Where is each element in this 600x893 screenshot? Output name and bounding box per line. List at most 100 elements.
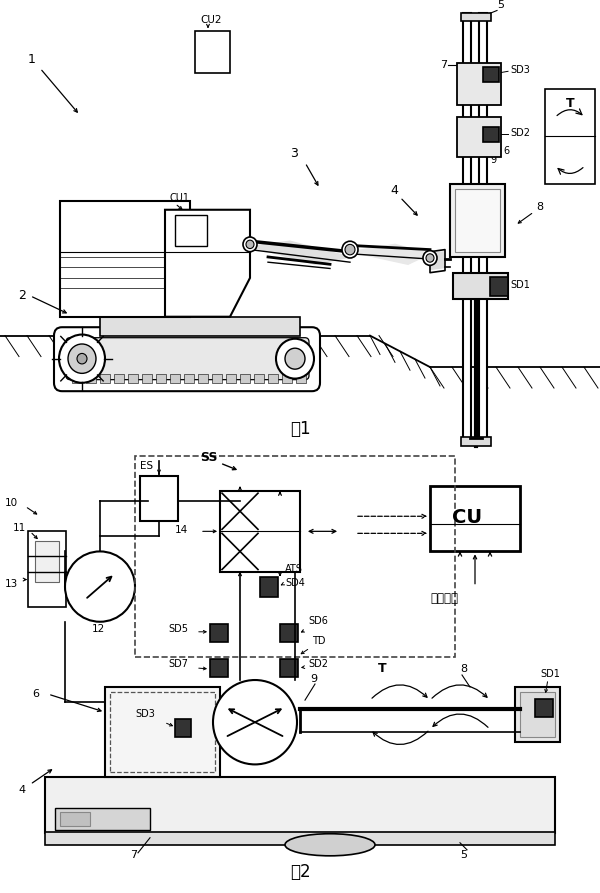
Circle shape (246, 240, 254, 248)
Bar (520, 692, 555, 738)
Bar (430, 486, 520, 552)
Text: 13: 13 (5, 579, 18, 588)
Text: SS: SS (200, 451, 218, 464)
Text: SD2: SD2 (510, 129, 530, 138)
Bar (100, 317, 300, 336)
Text: 3: 3 (290, 147, 298, 161)
Text: 8: 8 (536, 202, 543, 212)
Text: SD1: SD1 (540, 669, 560, 679)
Bar (535, 699, 553, 717)
Text: 12: 12 (92, 624, 105, 634)
Bar (212, 374, 222, 383)
Bar (110, 692, 215, 772)
Bar (195, 31, 230, 73)
Text: 7: 7 (130, 850, 137, 860)
Text: 2: 2 (18, 289, 26, 302)
Text: SD4: SD4 (285, 578, 305, 588)
Bar (545, 89, 595, 184)
Bar (479, 13, 487, 443)
Text: T: T (378, 662, 386, 675)
Text: SD2: SD2 (308, 659, 328, 669)
Text: TD: TD (312, 636, 325, 646)
Text: 图1: 图1 (290, 421, 310, 438)
Text: CU2: CU2 (200, 15, 221, 25)
Polygon shape (350, 245, 430, 264)
Text: 8: 8 (460, 664, 467, 674)
Text: 5: 5 (497, 0, 504, 11)
Circle shape (276, 338, 314, 379)
Circle shape (423, 251, 437, 265)
Bar (45, 778, 555, 832)
Text: SD3: SD3 (135, 709, 155, 719)
Bar (226, 374, 236, 383)
Text: SD5: SD5 (168, 624, 188, 634)
FancyBboxPatch shape (54, 327, 320, 391)
Text: ATS: ATS (285, 563, 303, 573)
Text: 图2: 图2 (290, 863, 310, 880)
Bar (60, 812, 90, 826)
Bar (184, 374, 194, 383)
Bar (455, 188, 500, 252)
Bar (282, 374, 292, 383)
Bar (457, 118, 501, 157)
Bar (28, 531, 66, 606)
Text: 9: 9 (490, 154, 496, 164)
Text: ES: ES (140, 461, 153, 471)
Text: SD3: SD3 (510, 65, 530, 75)
Bar (463, 13, 471, 443)
Bar (296, 374, 306, 383)
Polygon shape (430, 252, 445, 270)
Text: SD7: SD7 (168, 659, 188, 669)
Circle shape (243, 237, 257, 252)
Polygon shape (165, 210, 250, 317)
Bar (175, 215, 207, 246)
Bar (280, 624, 298, 642)
Bar (210, 659, 228, 677)
Text: 6: 6 (32, 689, 39, 699)
Bar (461, 13, 491, 21)
Bar (140, 476, 178, 522)
Text: 11: 11 (13, 523, 26, 533)
Circle shape (77, 354, 87, 364)
Bar (220, 491, 300, 572)
Bar (461, 438, 491, 446)
Bar (86, 374, 96, 383)
Text: SD6: SD6 (308, 616, 328, 626)
Bar (135, 456, 455, 657)
Bar (45, 831, 555, 845)
Bar (260, 577, 278, 597)
Text: 感测数据: 感测数据 (430, 592, 458, 605)
Text: 7: 7 (440, 60, 447, 71)
Circle shape (342, 241, 358, 258)
Bar (100, 374, 110, 383)
Bar (490, 277, 508, 296)
Text: 14: 14 (175, 525, 188, 535)
Text: T: T (566, 97, 575, 110)
Text: SD1: SD1 (510, 280, 530, 290)
Bar (128, 374, 138, 383)
Polygon shape (250, 241, 350, 264)
Circle shape (59, 335, 105, 383)
Text: 9: 9 (310, 674, 317, 684)
Bar (72, 374, 82, 383)
Circle shape (345, 245, 355, 255)
Bar (210, 624, 228, 642)
Bar (60, 201, 190, 317)
Circle shape (68, 344, 96, 373)
Bar (142, 374, 152, 383)
FancyBboxPatch shape (66, 338, 309, 380)
Bar (55, 807, 150, 830)
Ellipse shape (285, 834, 375, 855)
Bar (198, 374, 208, 383)
Circle shape (426, 254, 434, 263)
Text: CU1: CU1 (170, 194, 190, 204)
Text: 6: 6 (503, 146, 509, 156)
Bar (483, 127, 499, 142)
Circle shape (285, 348, 305, 369)
Bar (280, 659, 298, 677)
Text: 10: 10 (5, 498, 18, 508)
Bar (35, 541, 59, 581)
Bar (156, 374, 166, 383)
Circle shape (213, 680, 297, 764)
Bar (453, 272, 508, 299)
